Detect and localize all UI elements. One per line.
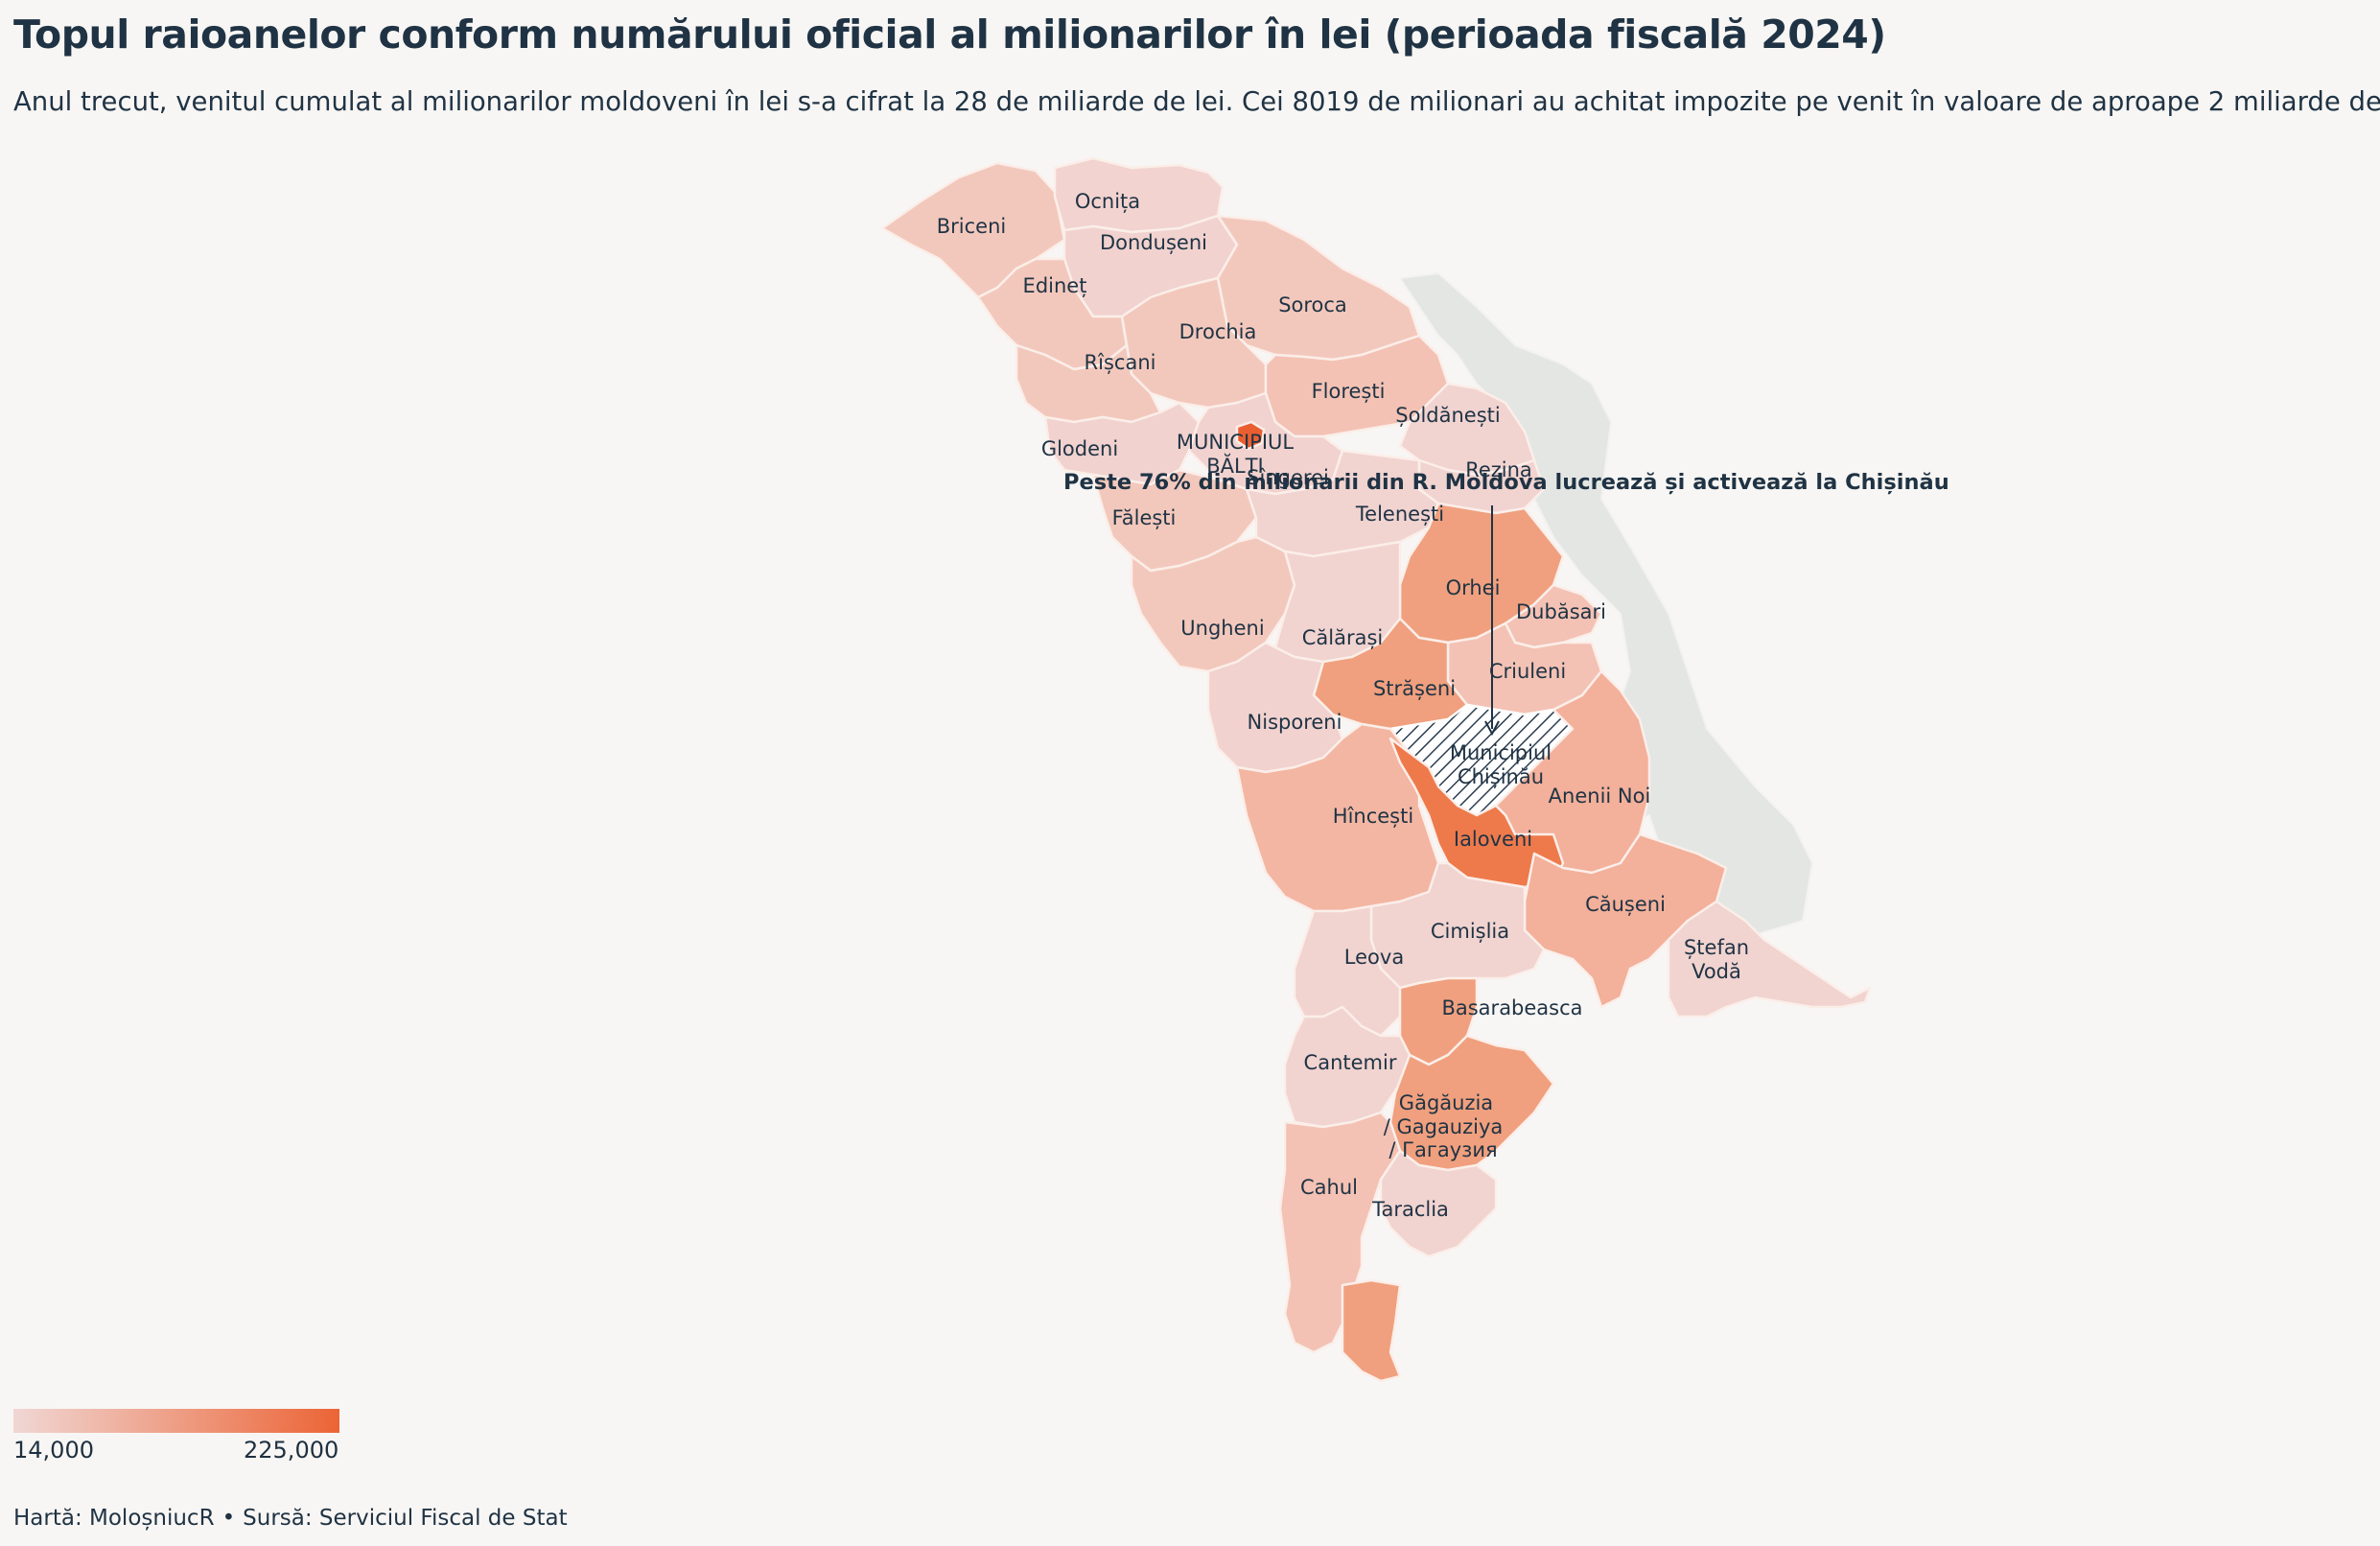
label-calarasi: Călărași [1302, 626, 1384, 649]
label-stefan-voda-line2: Vodă [1692, 960, 1741, 983]
label-chisinau-line2: Chișinău [1458, 765, 1544, 788]
label-briceni: Briceni [937, 215, 1007, 238]
label-stefan-voda-line1: Ștefan [1684, 936, 1749, 959]
label-ialoveni: Ialoveni [1454, 828, 1532, 851]
district-cantemir[interactable] [1283, 1005, 1412, 1129]
label-cahul: Cahul [1300, 1176, 1358, 1199]
footer-map-credit: Hartă: MoloșniucR [13, 1506, 215, 1531]
label-gagauzia-line3: / Гагаузия [1388, 1138, 1497, 1161]
annotation-arrowhead [1484, 720, 1500, 737]
label-causeni: Căușeni [1585, 893, 1666, 916]
map-title: Topul raioanelor conform numărului ofici… [13, 12, 1886, 58]
label-gagauzia-line2: / Gagauziya [1384, 1115, 1504, 1138]
label-singerei: Sîngerei [1247, 466, 1329, 489]
label-gagauzia-line1: Găgăuzia [1399, 1091, 1493, 1114]
label-basarabeasca: Basarabeasca [1441, 996, 1582, 1019]
label-taraclia: Taraclia [1371, 1198, 1449, 1221]
legend-max-label: 225,000 [244, 1437, 339, 1464]
label-cimislia: Cimișlia [1431, 920, 1509, 943]
label-cantemir: Cantemir [1304, 1051, 1397, 1074]
label-leova: Leova [1344, 946, 1404, 969]
label-dubasari: Dubăsari [1516, 600, 1606, 623]
district-stefan-voda[interactable] [1667, 900, 1872, 1019]
map-subtitle: Anul trecut, venitul cumulat al milionar… [13, 86, 2380, 117]
annotation-text: Peste 76% din milionarii din R. Moldova … [1063, 470, 1949, 495]
label-riscani: Rîșcani [1085, 351, 1156, 374]
footer-credits: Hartă: MoloșniucR • Sursă: Serviciul Fisca… [13, 1506, 568, 1531]
legend-min-label: 14,000 [13, 1437, 94, 1464]
label-drochia: Drochia [1179, 320, 1257, 343]
label-criuleni: Criuleni [1489, 660, 1566, 683]
district-ialoveni[interactable] [1388, 737, 1565, 889]
label-donduseni: Dondușeni [1100, 231, 1207, 254]
district-nisporeni[interactable] [1206, 641, 1344, 774]
label-falesti: Fălești [1112, 506, 1177, 529]
label-ungheni: Ungheni [1180, 617, 1264, 640]
label-orhei: Orhei [1446, 576, 1501, 599]
label-hincesti: Hîncești [1333, 805, 1413, 828]
label-ocnita: Ocnița [1075, 190, 1140, 213]
district-taraclia[interactable] [1379, 1149, 1498, 1258]
label-soldanesti: Șoldănești [1395, 404, 1500, 427]
district-gagauzia-south[interactable] [1341, 1278, 1402, 1383]
label-straseni: Strășeni [1373, 677, 1456, 700]
label-glodeni: Glodeni [1041, 437, 1118, 460]
label-chisinau-line1: Municipiul [1450, 741, 1552, 764]
district-hincesti[interactable] [1235, 722, 1440, 913]
label-telenesti: Telenești [1355, 503, 1444, 526]
district-balti[interactable] [1235, 420, 1266, 451]
label-nisporeni: Nisporeni [1248, 711, 1342, 734]
label-rezina: Rezina [1465, 458, 1532, 481]
label-balti-line2: BĂLȚI [1206, 453, 1264, 478]
label-soroca: Soroca [1278, 293, 1347, 316]
legend-color-bar [13, 1409, 339, 1433]
label-anenii-noi: Anenii Noi [1549, 785, 1651, 808]
label-balti-line1: MUNICIPIUL [1177, 431, 1294, 454]
footer-source: Sursă: Serviciul Fiscal de Stat [243, 1506, 568, 1531]
footer-separator: • [222, 1506, 236, 1531]
label-floresti: Florești [1312, 380, 1386, 403]
label-edinet: Edineț [1023, 274, 1087, 297]
